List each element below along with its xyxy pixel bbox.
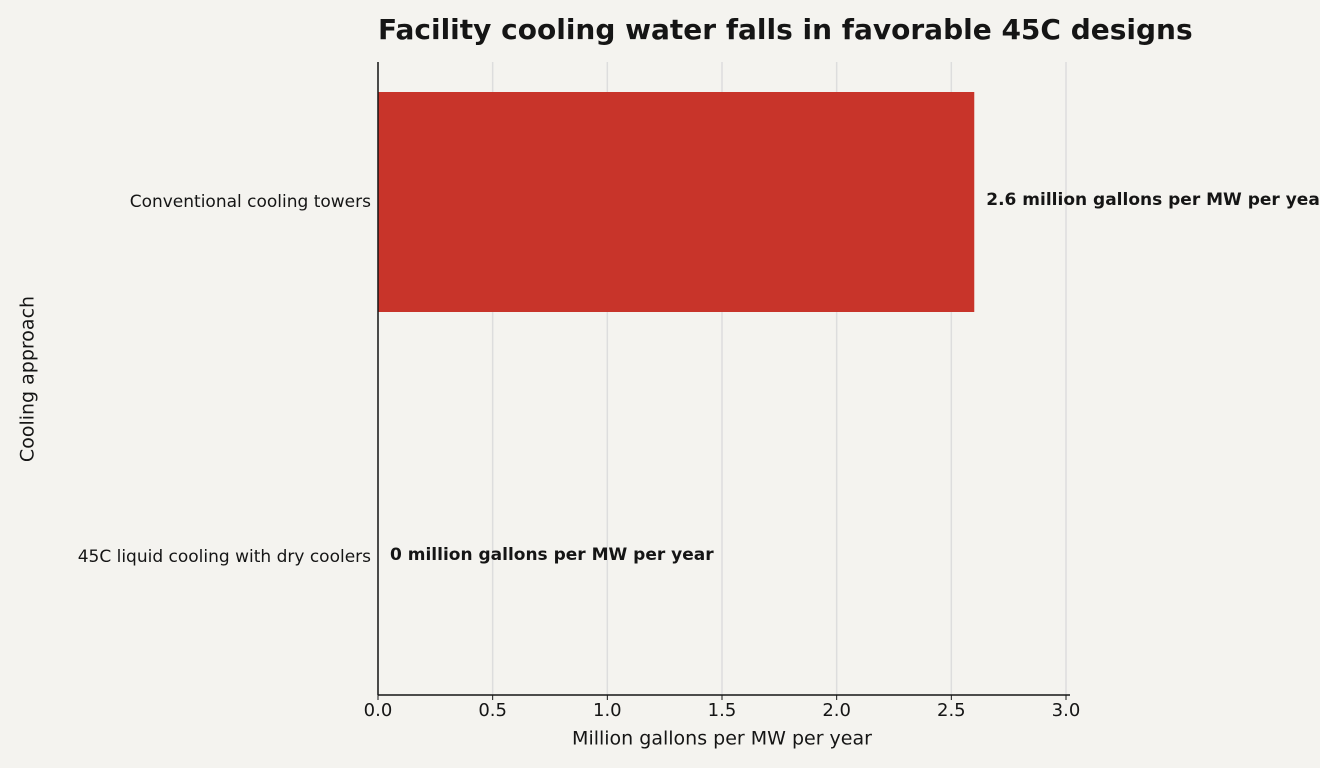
chart-title: Facility cooling water falls in favorabl… <box>378 13 1193 46</box>
x-tick-label: 0.0 <box>364 700 393 721</box>
y-tick-label: Conventional cooling towers <box>130 192 371 212</box>
x-tick-label: 1.5 <box>708 700 737 721</box>
x-tick-label: 2.0 <box>822 700 851 721</box>
y-tick-label: 45C liquid cooling with dry coolers <box>78 547 371 567</box>
x-tick-label: 3.0 <box>1052 700 1081 721</box>
x-tick-label: 0.5 <box>478 700 507 721</box>
value-label: 2.6 million gallons per MW per year <box>986 190 1320 210</box>
bar <box>378 92 975 312</box>
x-tick-label: 2.5 <box>937 700 966 721</box>
y-axis-label: Cooling approach <box>17 296 39 462</box>
value-label: 0 million gallons per MW per year <box>390 545 714 565</box>
x-axis-label: Million gallons per MW per year <box>572 728 872 750</box>
x-tick-label: 1.0 <box>593 700 622 721</box>
